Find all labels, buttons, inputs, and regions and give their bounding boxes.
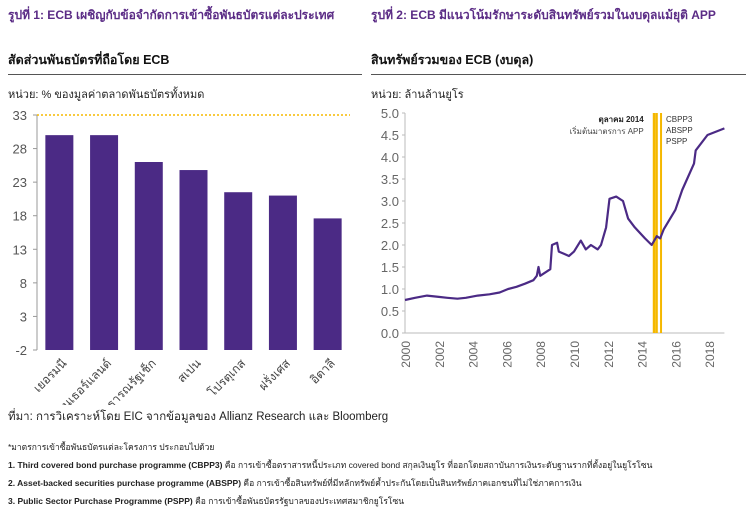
- x-tick-label: 2008: [534, 341, 548, 368]
- y-tick-label: 2.0: [381, 238, 399, 253]
- bar-0: [45, 135, 74, 350]
- y-tick-label: 23: [13, 175, 27, 190]
- divider: [8, 74, 362, 75]
- annotation-title: ตุลาคม 2014: [599, 115, 645, 125]
- footnote-item: 1. Third covered bond purchase programme…: [8, 460, 653, 470]
- line-chart: 0.0 0.5 1.0 1.5 2.0 2.5 3.0 3.5 4.0 4.5 5.0 2000 200…: [381, 106, 725, 368]
- x-tick-label: 2000: [399, 341, 413, 368]
- y-tick-label: 3.5: [381, 172, 399, 187]
- figure1-unit: หน่วย: % ของมูลค่าตลาดพันธบัตรทั้งหมด: [8, 89, 205, 101]
- y-tick-label: 13: [13, 242, 27, 257]
- x-tick-label: 2016: [669, 341, 683, 368]
- y-tick-label: 8: [20, 276, 27, 291]
- x-tick-label: 2002: [433, 341, 447, 368]
- figure1-title: รูปที่ 1: ECB เผชิญกับข้อจำกัดการเข้าซื้…: [8, 8, 335, 22]
- y-tick-label: 18: [13, 209, 27, 224]
- source-note: ที่มา: การวิเคราะห์โดย EIC จากข้อมูลของ …: [8, 411, 389, 423]
- x-tick-label: เยอรมนี: [31, 356, 70, 395]
- x-tick-label: 2018: [703, 341, 717, 368]
- bar-1: [90, 135, 119, 350]
- bar-2: [134, 162, 163, 350]
- y-tick-label: 28: [13, 142, 27, 157]
- series-line: [404, 127, 725, 302]
- bar-6: [313, 218, 342, 350]
- x-tick-label: โปรตุเกส: [205, 356, 249, 400]
- figure2-title: รูปที่ 2: ECB มีแนวโน้มรักษาระดับสินทรัพ…: [371, 8, 716, 22]
- y-tick-label: 1.5: [381, 260, 399, 275]
- y-tick-label: 0.0: [381, 326, 399, 341]
- divider: [371, 74, 746, 75]
- figure1-subtitle: สัดส่วนพันธบัตรที่ถือโดย ECB: [8, 53, 170, 67]
- y-tick-label: 2.5: [381, 216, 399, 231]
- x-tick-label: 2006: [500, 341, 514, 368]
- footnote-intro: *มาตรการเข้าซื้อพันธบัตรแต่ละโครงการ ประ…: [8, 442, 215, 452]
- bar-3: [179, 170, 208, 350]
- x-tick-label: 2012: [602, 341, 616, 368]
- figure2-subtitle: สินทรัพย์รวมของ ECB (งบดุล): [371, 53, 534, 67]
- marker-label: CBPP3: [666, 115, 693, 124]
- bar-chart: -2381318232833เยอรมนีเนเธอร์แลนด์สาธารณร…: [13, 108, 350, 405]
- y-tick-label: 4.0: [381, 150, 399, 165]
- x-tick-label: อิตาลี: [307, 356, 337, 386]
- y-tick-label: 4.5: [381, 128, 399, 143]
- bar-5: [268, 195, 297, 350]
- marker-label: PSPP: [666, 137, 687, 146]
- figure2-unit: หน่วย: ล้านล้านยูโร: [371, 89, 464, 101]
- y-tick-label: 5.0: [381, 106, 399, 121]
- x-tick-label: สเปน: [174, 356, 203, 385]
- y-tick-label: 3.0: [381, 194, 399, 209]
- marker-label: ABSPP: [666, 126, 693, 135]
- x-tick-label: 2004: [467, 341, 481, 368]
- footnote-item: 3. Public Sector Purchase Programme (PSP…: [8, 496, 405, 506]
- y-tick-label: 33: [13, 108, 27, 123]
- x-tick-label: 2010: [568, 341, 582, 368]
- x-tick-label: 2014: [636, 341, 650, 368]
- y-tick-label: 3: [20, 309, 27, 324]
- y-tick-label: 1.0: [381, 282, 399, 297]
- y-tick-label: -2: [15, 343, 27, 358]
- y-tick-label: 0.5: [381, 304, 399, 319]
- bar-4: [224, 192, 253, 350]
- annotation-text: เริ่มต้นมาตรการ APP: [570, 125, 644, 136]
- x-tick-label: ฝรั่งเศส: [255, 354, 294, 393]
- footnote-item: 2. Asset-backed securities purchase prog…: [8, 478, 582, 488]
